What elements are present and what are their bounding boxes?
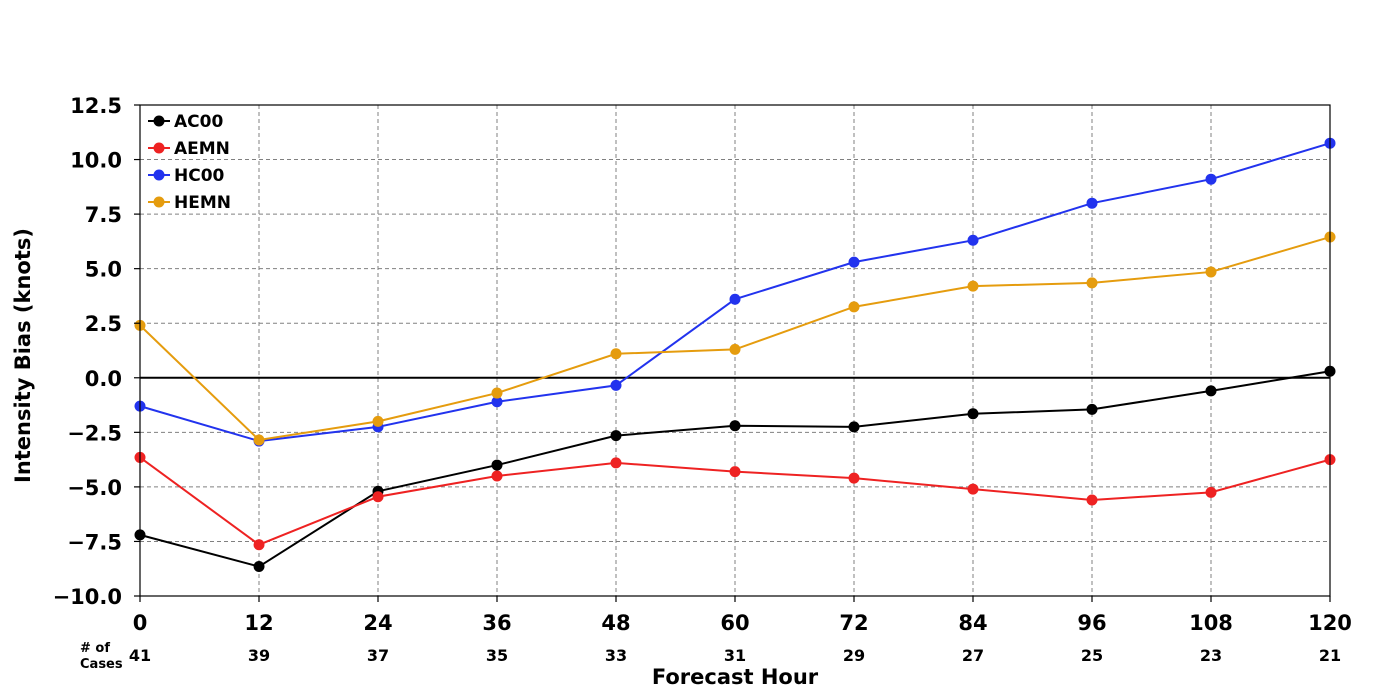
data-point-hemn	[729, 343, 741, 355]
data-point-hemn	[848, 301, 860, 313]
data-point-hc00	[848, 256, 860, 268]
series-ac00	[134, 365, 1336, 573]
cases-count: 39	[248, 646, 270, 665]
x-tick-label: 12	[244, 611, 273, 635]
legend-label: HEMN	[174, 193, 231, 213]
legend-label: AC00	[174, 112, 223, 132]
legend-item-hemn: HEMN	[148, 193, 231, 213]
legend-item-ac00: AC00	[148, 112, 223, 132]
x-tick-label: 60	[720, 611, 749, 635]
y-tick-label: 2.5	[85, 312, 122, 336]
data-point-hc00	[967, 234, 979, 246]
y-tick-label: −7.5	[67, 530, 122, 554]
y-tick-label: −5.0	[67, 476, 122, 500]
data-point-ac00	[1205, 385, 1217, 397]
cases-count: 31	[724, 646, 746, 665]
cases-count: 37	[367, 646, 389, 665]
data-point-aemn	[610, 457, 622, 469]
y-tick-label: 12.5	[70, 94, 122, 118]
data-point-hc00	[1086, 197, 1098, 209]
x-tick-label: 108	[1189, 611, 1233, 635]
data-point-hc00	[1205, 173, 1217, 185]
data-point-ac00	[967, 408, 979, 420]
cases-count: 35	[486, 646, 508, 665]
x-tick-label: 48	[601, 611, 630, 635]
legend-item-aemn: AEMN	[148, 139, 230, 159]
cases-count: 23	[1200, 646, 1222, 665]
series-aemn	[134, 451, 1336, 551]
series-hc00	[134, 137, 1336, 447]
data-point-hemn	[372, 415, 384, 427]
cases-count: 33	[605, 646, 627, 665]
legend-label: HC00	[174, 166, 225, 186]
x-tick-labels: 0 12 24 36 48 60 72 84 96 108 120	[133, 596, 1352, 635]
legend-marker	[153, 169, 165, 181]
cases-row: # of Cases 41 39 37 35 33 31 29 27 25 23 21	[80, 641, 1341, 672]
cases-count: 27	[962, 646, 984, 665]
data-point-aemn	[729, 466, 741, 478]
series-line-hc00	[139, 142, 1331, 443]
data-point-ac00	[1086, 403, 1098, 415]
data-point-ac00	[253, 561, 265, 573]
data-point-ac00	[729, 420, 741, 432]
legend-marker	[153, 142, 165, 154]
data-point-hemn	[610, 348, 622, 360]
data-point-hc00	[729, 293, 741, 305]
x-tick-label: 96	[1077, 611, 1106, 635]
y-tick-label: 10.0	[70, 149, 122, 173]
cases-count: 29	[843, 646, 865, 665]
x-tick-label: 24	[363, 611, 392, 635]
x-axis-label: Forecast Hour	[652, 665, 819, 689]
y-tick-label: 7.5	[85, 203, 122, 227]
data-point-hemn	[967, 280, 979, 292]
data-point-hc00	[610, 379, 622, 391]
data-point-aemn	[491, 470, 503, 482]
x-tick-label: 84	[958, 611, 987, 635]
data-point-aemn	[967, 483, 979, 495]
data-point-aemn	[848, 472, 860, 484]
cases-header-line-1: # of	[80, 641, 110, 656]
cases-count: 41	[129, 646, 151, 665]
cases-count: 21	[1319, 646, 1341, 665]
data-point-ac00	[848, 421, 860, 433]
x-tick-label: 72	[839, 611, 868, 635]
y-tick-label: 0.0	[85, 367, 122, 391]
x-tick-label: 120	[1308, 611, 1352, 635]
legend: AC00 AEMN HC00 HEMN	[148, 112, 231, 213]
data-point-hemn	[253, 434, 265, 446]
data-point-hemn	[1086, 277, 1098, 289]
legend-marker	[153, 196, 165, 208]
y-tick-labels: −10.0 −7.5 −5.0 −2.5 0.0 2.5 5.0 7.5 10.0 12.5	[53, 94, 140, 609]
y-tick-label: 5.0	[85, 258, 122, 282]
data-point-hemn	[491, 387, 503, 399]
legend-label: AEMN	[174, 139, 230, 159]
data-point-aemn	[1086, 494, 1098, 506]
data-point-aemn	[253, 539, 265, 551]
data-point-hemn	[1205, 266, 1217, 278]
legend-marker	[153, 115, 165, 127]
y-tick-label: −2.5	[67, 421, 122, 445]
legend-item-hc00: HC00	[148, 166, 225, 186]
cases-header-line-2: Cases	[80, 657, 123, 672]
cases-count: 25	[1081, 646, 1103, 665]
x-tick-label: 36	[482, 611, 511, 635]
data-point-hc00	[491, 396, 503, 408]
data-point-ac00	[610, 430, 622, 442]
data-point-ac00	[491, 459, 503, 471]
data-point-aemn	[372, 491, 384, 503]
y-tick-label: −10.0	[53, 585, 122, 609]
data-point-aemn	[1205, 486, 1217, 498]
x-tick-label: 0	[133, 611, 148, 635]
y-axis-label: Intensity Bias (knots)	[11, 228, 35, 483]
